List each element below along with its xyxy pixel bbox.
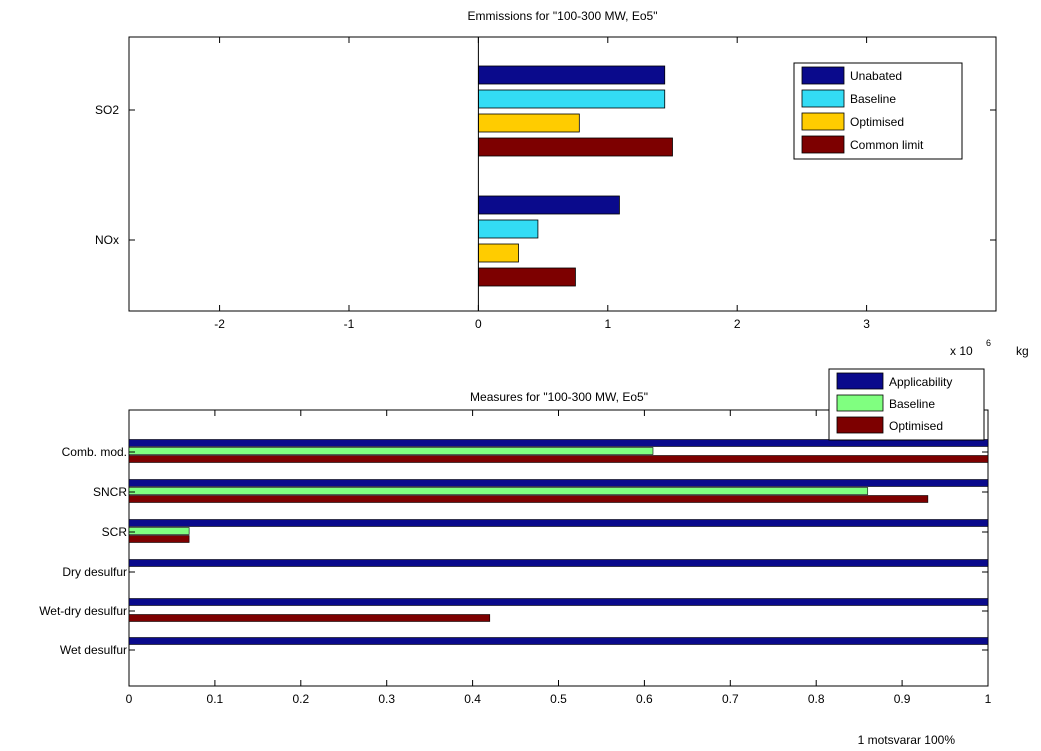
bar-baseline-sncr (128, 487, 869, 495)
legend-label: Common limit (850, 138, 924, 152)
emissions-chart: Emmissions for "100-300 MW, Eo5" SO2 NOx -2… (95, 9, 1029, 358)
x-tick-label: -1 (344, 317, 355, 331)
y-tick-label: NOx (95, 233, 119, 247)
x-tick-label: 0.8 (808, 692, 825, 706)
x-unit: kg (1016, 344, 1029, 358)
bar-baseline-scr (128, 527, 190, 535)
legend-label: Unabated (850, 69, 902, 83)
x-tick-label: 3 (863, 317, 870, 331)
x-tick-label: 0 (126, 692, 133, 706)
x-tick-label: 0.3 (378, 692, 395, 706)
measures-chart: Measures for "100-300 MW, Eo5" Comb. mod.… (39, 368, 992, 747)
bar-applicability-wet-desulfur (128, 637, 989, 645)
legend-swatch (836, 416, 884, 434)
bar-applicability-sncr (128, 479, 989, 487)
legend-swatch (836, 394, 884, 412)
x-multiplier-exponent: 6 (986, 338, 991, 348)
x-tick-label: 0.2 (292, 692, 309, 706)
bar-unabated-nox (477, 195, 620, 215)
legend-swatch (801, 112, 845, 131)
bar-applicability-comb-mod- (128, 439, 989, 447)
legend-swatch (801, 66, 845, 85)
x-tick-label: 0.1 (207, 692, 224, 706)
bar-applicability-wet-dry-desulfur (128, 598, 989, 606)
bar-unabated-so2 (477, 65, 666, 85)
x-tick-label: 2 (734, 317, 741, 331)
legend-label: Baseline (889, 397, 935, 411)
bar-optimised-nox (477, 243, 519, 263)
y-tick-label: Dry desulfur (62, 565, 127, 579)
x-tick-label: -2 (214, 317, 225, 331)
bar-baseline-comb-mod- (128, 447, 654, 455)
bar-common-limit-so2 (477, 137, 673, 157)
legend-label: Optimised (850, 115, 904, 129)
x-tick-label: 1 (604, 317, 611, 331)
x-tick-label: 0.9 (894, 692, 911, 706)
bar-optimised-wet-dry-desulfur (128, 614, 491, 622)
legend-label: Optimised (889, 419, 943, 433)
bar-common-limit-nox (477, 267, 576, 287)
y-tick-label: Wet desulfur (60, 643, 127, 657)
y-tick-label: Wet-dry desulfur (39, 604, 127, 618)
legend-label: Applicability (889, 375, 952, 389)
x-tick-label: 0.6 (636, 692, 653, 706)
footnote: 1 motsvarar 100% (858, 733, 956, 747)
x-multiplier: x 10 (950, 344, 973, 358)
chart-title: Emmissions for "100-300 MW, Eo5" (468, 9, 658, 23)
x-tick-label: 0.7 (722, 692, 739, 706)
bar-baseline-so2 (477, 89, 666, 109)
x-tick-label: 0.5 (550, 692, 567, 706)
bar-baseline-nox (477, 219, 539, 239)
legend-label: Baseline (850, 92, 896, 106)
legend-swatch (801, 135, 845, 154)
bar-optimised-scr (128, 535, 190, 543)
legend-swatch (836, 372, 884, 390)
x-tick-label: 0.4 (464, 692, 481, 706)
y-tick-label: SNCR (93, 485, 127, 499)
bar-applicability-dry-desulfur (128, 559, 989, 567)
bar-optimised-so2 (477, 113, 580, 133)
y-tick-label: SO2 (95, 103, 119, 117)
y-tick-label: Comb. mod. (62, 445, 127, 459)
x-tick-label: 1 (985, 692, 992, 706)
x-tick-label: 0 (475, 317, 482, 331)
bar-optimised-comb-mod- (128, 455, 989, 463)
y-tick-label: SCR (102, 525, 128, 539)
bar-optimised-sncr (128, 495, 929, 503)
bar-applicability-scr (128, 519, 989, 527)
chart-title: Measures for "100-300 MW, Eo5" (470, 390, 648, 404)
legend-swatch (801, 89, 845, 108)
